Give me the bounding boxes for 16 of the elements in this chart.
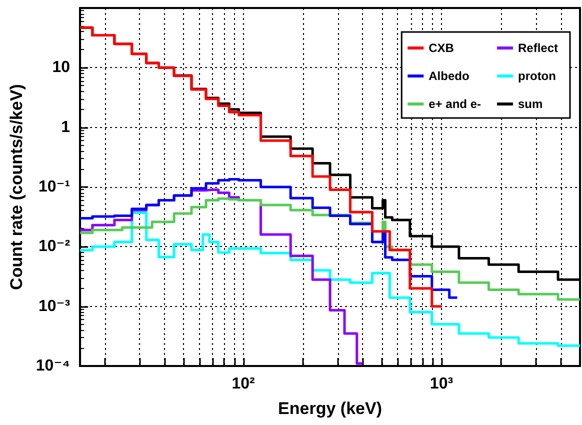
x-tick-label: 10² xyxy=(232,376,255,392)
y-tick-label: 10⁻⁴ xyxy=(36,358,70,374)
y-tick-label: 10 xyxy=(52,59,70,76)
legend-label: Reflect xyxy=(518,41,558,55)
x-tick-label: 10³ xyxy=(430,376,454,392)
x-axis-title: Energy (keV) xyxy=(278,399,382,418)
y-tick-label: 10⁻¹ xyxy=(38,178,70,196)
y-tick-label: 1 xyxy=(61,118,70,136)
y-tick-label: 10⁻² xyxy=(38,238,70,256)
legend-label: CXB xyxy=(428,41,454,55)
y-tick-label: 10⁻³ xyxy=(38,298,70,315)
legend-label: proton xyxy=(518,69,556,83)
legend-label: e+ and e- xyxy=(428,97,481,111)
legend-label: Albedo xyxy=(428,69,470,83)
legend-label: sum xyxy=(518,97,543,111)
y-axis-title: Count rate (counts/s/keV) xyxy=(7,84,26,290)
